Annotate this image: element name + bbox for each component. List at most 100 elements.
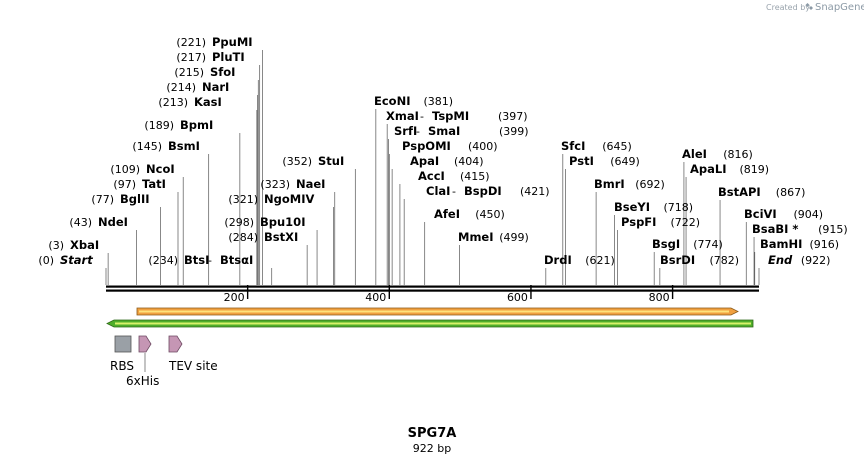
site-name-label: BsrDI [660,253,695,267]
site-name-label: MmeI [458,230,494,244]
site-srfi[interactable]: SrfI- SmaI (399) [394,124,529,138]
site-alei[interactable]: AleI (816) [682,147,753,161]
site-name-label: ClaI [426,184,450,198]
axis-tick-label: 200 [224,291,245,304]
site-name-label: NgoMIV [264,192,314,206]
site-name-label: ApaI [410,154,439,168]
site-name-label: AfeI [434,207,460,221]
site-pspfi[interactable]: PspFI (722) [621,215,700,229]
site-mmei[interactable]: MmeI (499) [458,230,529,244]
site-bpu10i[interactable]: Bpu10I (298) [224,215,305,229]
site-nari[interactable]: NarI (214) [166,80,229,94]
feature-rbs[interactable]: RBS [110,335,134,373]
site-end[interactable]: End (922) [768,253,830,267]
tev-arrow [168,335,183,353]
site-name-label: DrdI [544,253,572,267]
axis-tick-label: 600 [507,291,528,304]
feature-label-rbs: RBS [110,359,134,373]
site-position-label: (819) [740,163,770,176]
site-name2-label: BspDI [464,184,502,198]
site-sfci[interactable]: SfcI (645) [561,139,632,153]
site-xbai[interactable]: XbaI (3) [48,238,99,252]
site-stui[interactable]: StuI (352) [282,154,344,168]
site-name-label: BstAPI [718,185,761,199]
site-position-label: (421) [520,185,550,198]
site-ncoi[interactable]: NcoI (109) [110,162,174,176]
site-bmri[interactable]: BmrI (692) [594,177,665,191]
site-econi[interactable]: EcoNI (381) [374,94,453,108]
site-bstxi[interactable]: BstXI (284) [228,230,298,244]
site-name-label: BamHI [760,237,802,251]
site-bstapi[interactable]: BstAPI (867) [718,185,805,199]
site-name-label: AccI [418,169,445,183]
site-name-label: BglII [120,192,150,206]
site-position-label: (450) [475,208,505,221]
feature-6xhis[interactable]: 6xHis [126,335,159,388]
site-ndei[interactable]: NdeI (43) [69,215,128,229]
feature-tev-site[interactable]: TEV site [168,335,218,373]
site-position-label: (77) [91,193,114,206]
site-bpmi[interactable]: BpmI (189) [144,118,213,132]
site-xmai[interactable]: XmaI - TspMI (397) [386,109,528,123]
orf-reverse-arrow[interactable] [106,319,754,328]
site-pluti[interactable]: PluTI (217) [176,50,244,64]
site-name-label: NaeI [296,177,325,191]
sequence-backbone [106,285,759,292]
site-position-label: (400) [468,140,498,153]
site-position-label: (0) [38,254,54,267]
site-apai[interactable]: ApaI (404) [410,154,484,168]
site-position-label: (415) [460,170,490,183]
site-naei[interactable]: NaeI (323) [260,177,325,191]
site-position-label: (109) [110,163,140,176]
site-name2-label: BtsαI [220,253,253,267]
site-position-label: (323) [260,178,290,191]
site-position-label: (298) [224,216,254,229]
site-clai[interactable]: ClaI - BspDI (421) [426,184,550,198]
site-name-label: NdeI [98,215,128,229]
site-start[interactable]: Start (0) [38,253,93,267]
site-sfoi[interactable]: SfoI (215) [174,65,235,79]
site-bamhi[interactable]: BamHI (916) [760,237,839,251]
site-position-label: (692) [635,178,665,191]
rbs-box [114,335,132,353]
site-name2-label: TspMI [432,109,469,123]
site-bsmi[interactable]: BsmI (145) [132,139,199,153]
site-name-label: XbaI [70,238,99,252]
site-position-label: (217) [176,51,206,64]
site-position-label: (352) [282,155,312,168]
site-tati[interactable]: TatI (97) [113,177,166,191]
site-name-label: BpmI [180,118,213,132]
site-bcivi[interactable]: BciVI (904) [744,207,823,221]
site-position-label: (397) [498,110,528,123]
orf-forward-arrow[interactable] [136,307,739,316]
site-position-label: (621) [585,254,615,267]
site-btsi[interactable]: BtsI- BtsαI (234) [148,253,253,267]
credit-text: Created by [766,3,810,12]
site-kasi[interactable]: KasI (213) [158,95,221,109]
site-name-label: BstXI [264,230,298,244]
site-leader-lines [105,50,760,285]
site-bsgi[interactable]: BsgI (774) [652,237,723,251]
site-bsrdi[interactable]: BsrDI (782) [660,253,739,267]
site-ppumi[interactable]: PpuMI (221) [176,35,252,49]
site-position-label: (774) [693,238,723,251]
site-bglii[interactable]: BglII (77) [91,192,149,206]
site-name-label: BseYI [614,200,650,214]
site-bsabi-[interactable]: BsaBI * (915) [752,222,848,236]
site-position-label: (214) [166,81,196,94]
site-name-label: Bpu10I [260,215,305,229]
site-psti[interactable]: PstI (649) [569,154,640,168]
site-name-label: PpuMI [212,35,253,49]
site-afei[interactable]: AfeI (450) [434,207,505,221]
site-apali[interactable]: ApaLI (819) [690,162,769,176]
plasmid-name: SPG7A [408,426,457,441]
site-position-label: (381) [424,95,454,108]
site-name-label: Start [60,253,93,267]
site-acci[interactable]: AccI (415) [418,169,490,183]
site-ngomiv[interactable]: NgoMIV (321) [228,192,314,206]
site-position-label: (221) [176,36,206,49]
site-pspomi[interactable]: PspOMI (400) [402,139,498,153]
site-bseyi[interactable]: BseYI (718) [614,200,693,214]
site-drdi[interactable]: DrdI (621) [544,253,615,267]
